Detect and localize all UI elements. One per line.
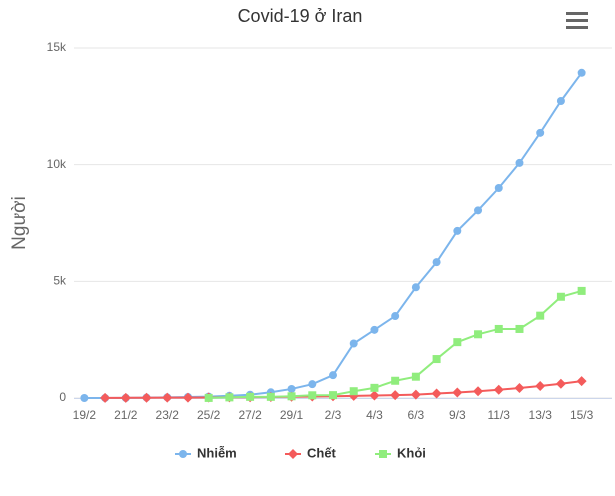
point — [535, 381, 546, 392]
x-tick-label: 29/1 — [280, 408, 304, 422]
point — [329, 391, 337, 400]
point — [431, 388, 442, 399]
point — [432, 258, 441, 267]
point — [204, 393, 213, 402]
point — [246, 392, 255, 401]
point — [453, 226, 462, 235]
point — [515, 324, 524, 333]
point — [515, 158, 524, 167]
point — [432, 355, 441, 364]
point — [453, 338, 462, 347]
point — [473, 386, 484, 397]
point — [556, 96, 565, 105]
x-tick-label: 27/2 — [238, 408, 262, 422]
legend-label: Chết — [307, 445, 337, 460]
y-tick-label: 5k — [53, 274, 67, 288]
point — [494, 324, 503, 333]
x-tick-label: 25/2 — [197, 408, 221, 422]
menu-button[interactable] — [566, 12, 588, 29]
x-tick-label: 9/3 — [449, 408, 466, 422]
point — [287, 392, 296, 401]
legend-label: Khỏi — [397, 445, 426, 460]
legend-marker — [379, 450, 387, 458]
point — [555, 378, 566, 389]
x-tick-label: 6/3 — [408, 408, 425, 422]
point — [120, 392, 131, 403]
point — [410, 389, 421, 400]
point — [329, 371, 337, 380]
x-tick-label: 2/3 — [325, 408, 342, 422]
point — [369, 390, 380, 401]
point — [536, 311, 545, 320]
x-tick-label: 23/2 — [156, 408, 180, 422]
chart-title: Covid-19 ở Iran — [238, 6, 363, 26]
point — [100, 392, 111, 403]
legend-marker — [179, 450, 187, 458]
menu-bar — [566, 12, 588, 15]
point — [162, 392, 173, 403]
point — [577, 286, 586, 295]
x-tick-label: 13/3 — [529, 408, 553, 422]
x-tick-label: 4/3 — [366, 408, 383, 422]
point — [576, 376, 587, 387]
x-tick-label: 21/2 — [114, 408, 138, 422]
point — [266, 392, 275, 401]
point — [577, 68, 586, 77]
menu-bar — [566, 19, 588, 22]
point — [308, 380, 317, 389]
point — [474, 330, 483, 339]
y-tick-label: 0 — [59, 390, 66, 404]
point — [390, 390, 401, 401]
point — [391, 376, 400, 385]
y-axis-label: Người — [9, 196, 30, 250]
legend-marker — [288, 449, 298, 459]
y-tick-label: 15k — [47, 40, 67, 54]
x-tick-label: 15/3 — [570, 408, 594, 422]
point — [411, 372, 420, 381]
point — [514, 382, 525, 393]
point — [370, 383, 379, 392]
legend-label: Nhiễm — [197, 445, 237, 460]
point — [225, 393, 234, 402]
legend-item[interactable]: Nhiễm — [175, 445, 237, 460]
series-line — [105, 380, 582, 399]
point — [493, 384, 504, 395]
series-line — [84, 72, 583, 399]
point — [452, 387, 463, 398]
point — [391, 312, 400, 321]
point — [370, 325, 379, 334]
x-tick-label: 11/3 — [488, 408, 511, 422]
point — [494, 184, 503, 192]
point — [349, 339, 358, 348]
legend-item[interactable]: Chết — [285, 445, 337, 460]
point — [141, 392, 152, 403]
point — [536, 128, 545, 137]
point — [308, 391, 317, 400]
point — [80, 394, 89, 402]
point — [556, 292, 565, 301]
menu-bar — [566, 26, 588, 29]
point — [349, 387, 358, 396]
y-tick-label: 10k — [47, 157, 67, 171]
point — [474, 206, 483, 215]
x-tick-label: 19/2 — [73, 408, 97, 422]
point — [287, 384, 296, 393]
point — [182, 392, 193, 403]
legend-item[interactable]: Khỏi — [375, 445, 426, 460]
point — [411, 283, 420, 292]
